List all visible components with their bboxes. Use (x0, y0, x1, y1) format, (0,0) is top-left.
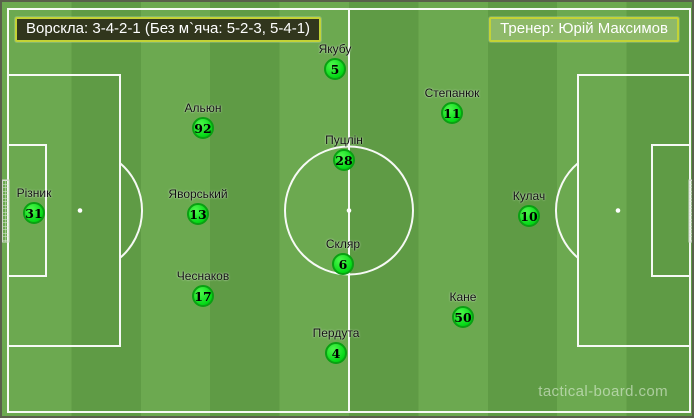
player-name-label[interactable]: Скляр (325, 237, 361, 251)
player-name-label[interactable]: Чеснаков (176, 269, 230, 283)
penalty-arc-right (555, 162, 579, 259)
player-number-circle[interactable]: 92 (192, 117, 214, 139)
player-name-label[interactable]: Альюн (184, 101, 222, 115)
player-number-circle[interactable]: 50 (452, 306, 474, 328)
player-name-label[interactable]: Кулач (512, 189, 546, 203)
player-name-label[interactable]: Якубу (318, 42, 352, 56)
player-number-circle[interactable]: 28 (333, 149, 355, 171)
player-number-circle[interactable]: 17 (192, 285, 214, 307)
player-name-label[interactable]: Кане (449, 290, 477, 304)
formation-label[interactable]: Ворскла: 3-4-2-1 (Без м`яча: 5-2-3, 5-4-… (15, 17, 322, 42)
player-number-circle[interactable]: 4 (325, 342, 347, 364)
player-number-circle[interactable]: 11 (441, 102, 463, 124)
goal-net-right (688, 179, 692, 243)
penalty-spot-right (615, 208, 621, 213)
player-name-label[interactable]: Різник (16, 186, 52, 200)
player-number-circle[interactable]: 13 (187, 203, 209, 225)
goal-net-left (2, 179, 10, 243)
coach-label[interactable]: Тренер: Юрій Максимов (489, 17, 679, 42)
penalty-area-right (577, 74, 691, 347)
goal-area-right (651, 144, 691, 277)
player-number-circle[interactable]: 10 (518, 205, 540, 227)
player-number-circle[interactable]: 5 (324, 58, 346, 80)
player-name-label[interactable]: Степанюк (424, 86, 480, 100)
center-circle (284, 145, 414, 276)
penalty-arc-left (119, 162, 143, 259)
player-number-circle[interactable]: 31 (23, 202, 45, 224)
penalty-spot-left (77, 208, 83, 213)
player-number-circle[interactable]: 6 (332, 253, 354, 275)
player-name-label[interactable]: Пердута (312, 326, 360, 340)
center-spot (346, 208, 352, 213)
player-name-label[interactable]: Пуцлін (325, 133, 363, 147)
player-name-label[interactable]: Яворський (168, 187, 228, 201)
